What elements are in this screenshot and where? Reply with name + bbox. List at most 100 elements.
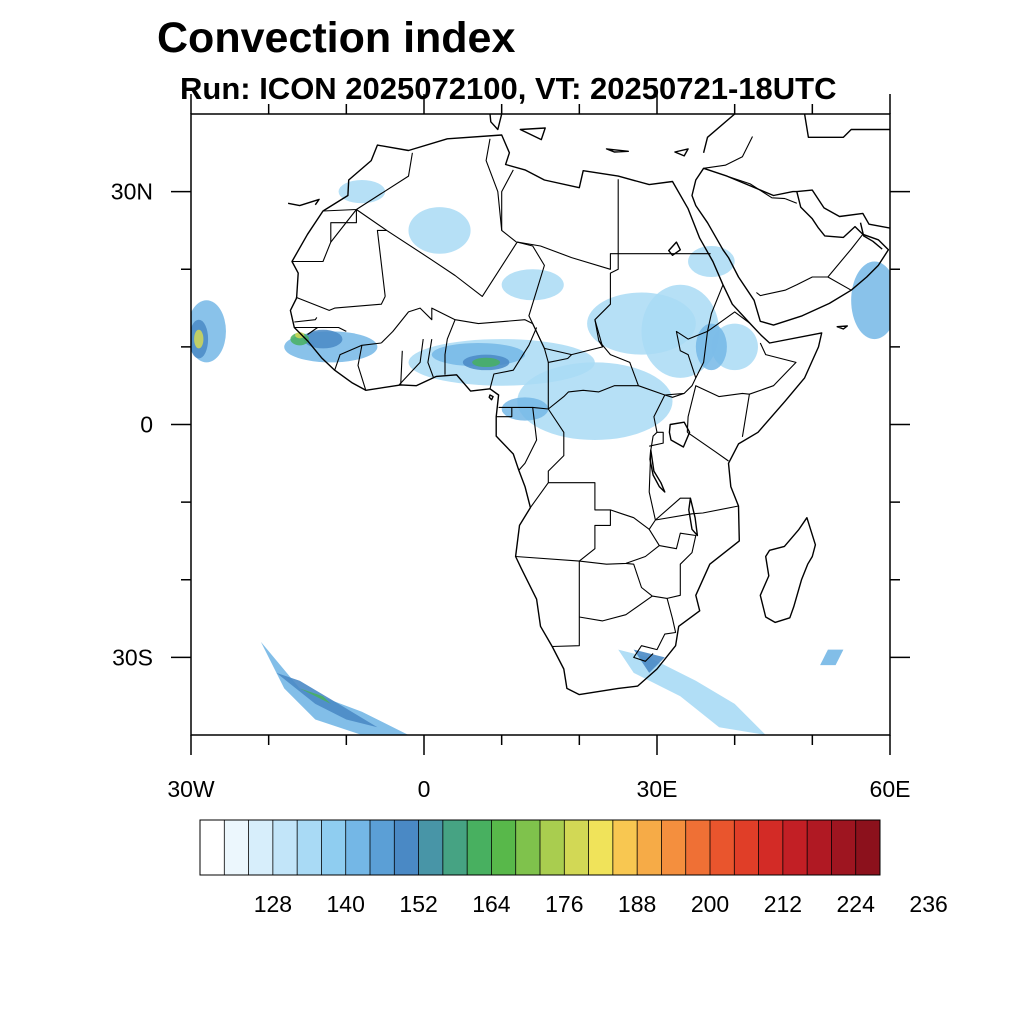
levant-coastline xyxy=(702,114,736,153)
colorbar-swatch xyxy=(321,820,347,875)
field-cell-8 xyxy=(688,245,735,278)
border-line-15 xyxy=(400,350,403,385)
border-line-28 xyxy=(515,482,611,562)
colorbar-tick-label: 212 xyxy=(764,891,802,917)
sardinia-coastline xyxy=(489,114,503,131)
colorbar-swatch xyxy=(248,820,274,875)
colorbar-swatch xyxy=(564,820,589,875)
border-line-11 xyxy=(380,307,533,344)
axis-ticks xyxy=(171,94,910,755)
colorbar-swatch xyxy=(200,820,225,875)
border-line-39 xyxy=(749,342,797,395)
colorbar-swatch xyxy=(345,820,371,875)
colorbar-swatch xyxy=(370,820,395,875)
colorbar-tick-label: 224 xyxy=(837,891,876,917)
axis-tick-labels: 30W 0 30E 60E 30N 0 30S xyxy=(111,179,911,802)
colorbar-tick-label: 176 xyxy=(545,891,583,917)
border-line-26 xyxy=(518,407,538,471)
border-line-7 xyxy=(501,169,514,231)
border-line-17 xyxy=(334,344,363,371)
lon-tick-label: 30W xyxy=(167,776,215,802)
madagascar-coastline xyxy=(759,517,817,624)
border-line-29 xyxy=(610,394,666,530)
field-cell-13 xyxy=(851,261,890,340)
field-cell-12 xyxy=(695,323,727,371)
colorbar-swatch xyxy=(588,820,614,875)
field-cell-6 xyxy=(338,179,386,204)
border-line-25 xyxy=(496,407,513,418)
bioko-coastline xyxy=(488,394,494,401)
colorbar-swatch xyxy=(782,820,808,875)
colorbar-swatch xyxy=(491,820,517,875)
border-line-44 xyxy=(598,340,604,348)
colorbar-swatch xyxy=(418,820,444,875)
border-line-24 xyxy=(498,406,549,410)
colorbar-tick-label: 140 xyxy=(327,891,365,917)
border-line-1 xyxy=(322,152,413,212)
arabia-coastline xyxy=(691,167,890,326)
field-cell-11 xyxy=(501,397,549,421)
field-cell-20 xyxy=(194,329,204,349)
field-cell-19 xyxy=(472,357,501,368)
border-line-47 xyxy=(756,276,828,297)
border-line-20 xyxy=(294,317,318,323)
field-cell-3 xyxy=(587,292,696,355)
field-band-0 xyxy=(260,641,409,735)
border-line-49 xyxy=(726,175,786,200)
border-line-14 xyxy=(398,339,424,386)
colorbar-swatch xyxy=(855,820,881,875)
border-line-13 xyxy=(427,339,434,378)
colorbar-swatch xyxy=(272,820,298,875)
oman-coastline xyxy=(859,222,883,250)
border-line-2 xyxy=(292,209,357,263)
colorbar-tick-label: 200 xyxy=(691,891,729,917)
colorbar-swatch xyxy=(637,820,662,875)
colorbar-swatch xyxy=(224,820,249,875)
colorbar-tick-label: 152 xyxy=(399,891,437,917)
colorbar-tick-label: 128 xyxy=(254,891,292,917)
colorbar-tick-label: 188 xyxy=(618,891,656,917)
cyprus-coastline xyxy=(674,148,689,157)
border-line-30 xyxy=(655,497,691,521)
border-line-16 xyxy=(357,342,382,391)
border-line-18 xyxy=(294,326,347,332)
colorbar-swatch xyxy=(394,820,419,875)
border-line-8 xyxy=(594,179,697,396)
border-line-31 xyxy=(579,529,660,565)
colorbar-swatch xyxy=(515,820,541,875)
field-cell-4 xyxy=(408,207,471,254)
lat-tick-label: 30N xyxy=(111,179,153,205)
socotra-coastline xyxy=(836,325,848,330)
map-plot-area xyxy=(190,113,891,736)
border-line-43 xyxy=(675,330,708,379)
colorbar-tick-label: 236 xyxy=(909,891,947,917)
colorbar-frame xyxy=(199,819,881,876)
colorbar-swatch xyxy=(661,820,687,875)
border-line-46 xyxy=(827,233,864,291)
border-line-3 xyxy=(330,209,357,243)
colorbar: 128 140 152 164 176 188 200 212 224 236 xyxy=(199,819,948,917)
field-cell-18 xyxy=(290,332,310,346)
border-line-36 xyxy=(655,505,739,521)
border-line-6 xyxy=(485,138,517,243)
canary-islands xyxy=(287,198,320,207)
border-line-23 xyxy=(547,362,639,410)
lat-tick-label: 30S xyxy=(112,644,153,670)
lake-victoria xyxy=(668,421,691,448)
field-cell-21 xyxy=(295,332,305,339)
convection-field-layer xyxy=(191,179,890,735)
border-line-50 xyxy=(703,136,753,169)
lake-nasser xyxy=(668,241,681,256)
border-line-42 xyxy=(664,392,685,398)
africa-coastline xyxy=(289,134,823,696)
border-line-21 xyxy=(489,327,538,389)
colorbar-tick-label: 164 xyxy=(472,891,511,917)
field-cell-15 xyxy=(303,329,343,349)
field-band-2 xyxy=(299,688,331,704)
coastline-layer xyxy=(287,114,890,696)
field-band-4 xyxy=(633,649,665,673)
chart-title: Convection index xyxy=(157,14,516,62)
crete-coastline xyxy=(605,148,629,153)
colorbar-swatch xyxy=(710,820,735,875)
